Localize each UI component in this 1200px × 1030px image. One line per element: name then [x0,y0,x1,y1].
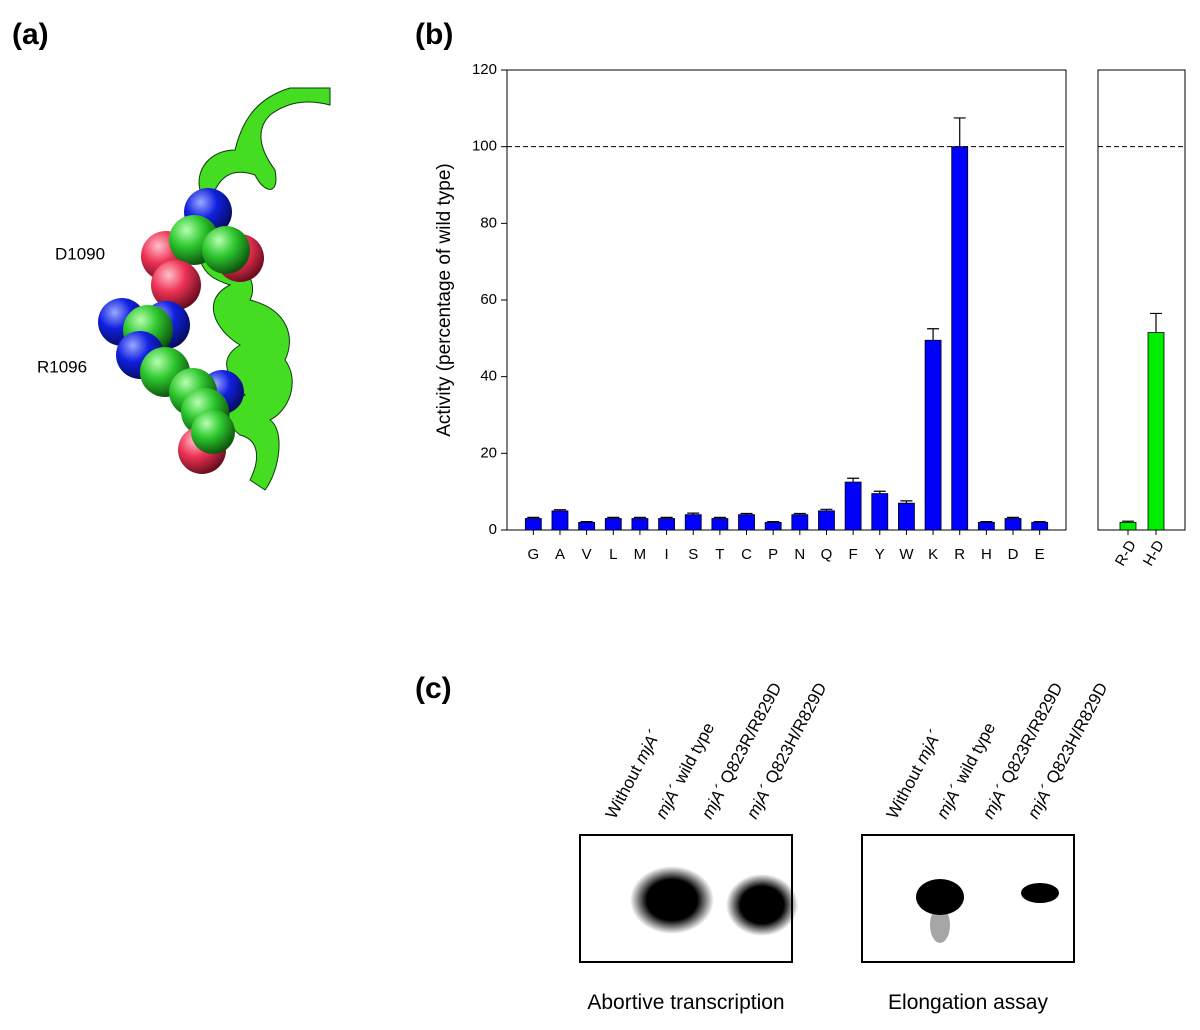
x-tick-label: D [1008,546,1019,563]
x-tick-label: T [715,546,724,563]
bar [764,521,782,531]
error-bar [847,477,860,483]
lane-label: mjA´ Q823R/R829D [979,679,1067,821]
x-tick-label: A [555,546,565,563]
gel [579,834,798,963]
bar [791,514,809,531]
bar [604,518,622,531]
error-bar [793,512,806,515]
error-bar [953,117,966,147]
y-tick-label: 60 [480,291,497,308]
plot-frame [1097,69,1186,531]
error-bar [900,500,913,504]
bar [1031,521,1049,531]
error-bar [1033,520,1046,523]
residue-label: R1096 [37,357,87,376]
molecule [98,87,331,491]
bar [578,521,596,531]
bar [1004,518,1022,531]
residue-label: D1090 [55,244,105,263]
error-bar [980,520,993,523]
x-tick-label: S [688,546,698,563]
bar [898,502,915,531]
lane-label: mjA´ Q823H/R829D [1024,679,1112,821]
y-tick-label: 100 [472,138,497,155]
error-bar [873,490,886,494]
y-tick-label: 40 [480,368,497,385]
error-bar [713,516,726,519]
panel-label: (b) [415,18,453,51]
bar [524,518,542,531]
error-bar [740,512,753,515]
bar [684,514,702,531]
error-bar [820,508,833,511]
x-tick-label: P [768,546,778,563]
bar [1119,521,1137,531]
panel-label: (c) [415,672,452,705]
bar [631,518,649,531]
gel-caption: Abortive transcription [587,991,784,1014]
bar [844,481,862,531]
bar [924,339,942,531]
x-tick-label: E [1035,546,1045,563]
y-tick-label: 120 [472,61,497,78]
error-bar [553,509,566,511]
bar [711,518,729,531]
x-tick-label: Y [875,546,885,563]
x-tick-label: G [527,546,539,563]
x-tick-label: L [609,546,617,563]
bar [977,521,995,531]
error-bar [527,516,540,519]
x-tick-label: R-D [1112,537,1140,569]
error-bar [1007,516,1020,519]
x-tick-label: R [954,546,965,563]
bar [658,518,675,531]
x-tick-label: V [582,546,592,563]
error-bar [1150,312,1162,333]
bar [818,510,835,531]
lane-labels: Without mjA´ mjA´ wild type mjA´ Q823R/R… [602,679,1112,821]
x-tick-label: I [664,546,668,563]
error-bar [1122,520,1134,523]
y-tick-label: 80 [480,214,497,231]
bar [871,493,889,531]
y-axis-label: Activity (percentage of wild type) [434,163,455,437]
bar [1147,332,1165,531]
x-tick-label: K [928,546,938,563]
gel-caption: Elongation assay [888,991,1048,1014]
gel [861,834,1075,963]
error-bar [633,516,646,519]
error-bar [927,328,940,341]
error-bar [580,520,593,523]
panel-label: (a) [12,18,49,51]
lane-label: mjA´ Q823R/R829D [698,679,786,821]
x-tick-label: N [794,546,805,563]
x-tick-label: M [634,546,647,563]
x-tick-label: W [899,546,914,563]
y-tick-label: 20 [480,444,497,461]
bar [738,514,755,531]
x-tick-label: H [981,546,992,563]
bar [951,146,969,531]
error-bar [767,520,780,523]
error-bar [660,516,673,519]
y-tick-label: 0 [489,521,497,538]
plot-frame [506,69,1067,531]
bar [551,510,569,531]
error-bar [607,516,620,519]
x-tick-label: Q [821,546,833,563]
lane-label: mjA´ Q823H/R829D [743,679,831,821]
x-tick-label: C [741,546,752,563]
error-bar [687,512,700,515]
x-tick-label: F [849,546,858,563]
x-tick-label: H-D [1140,537,1168,569]
